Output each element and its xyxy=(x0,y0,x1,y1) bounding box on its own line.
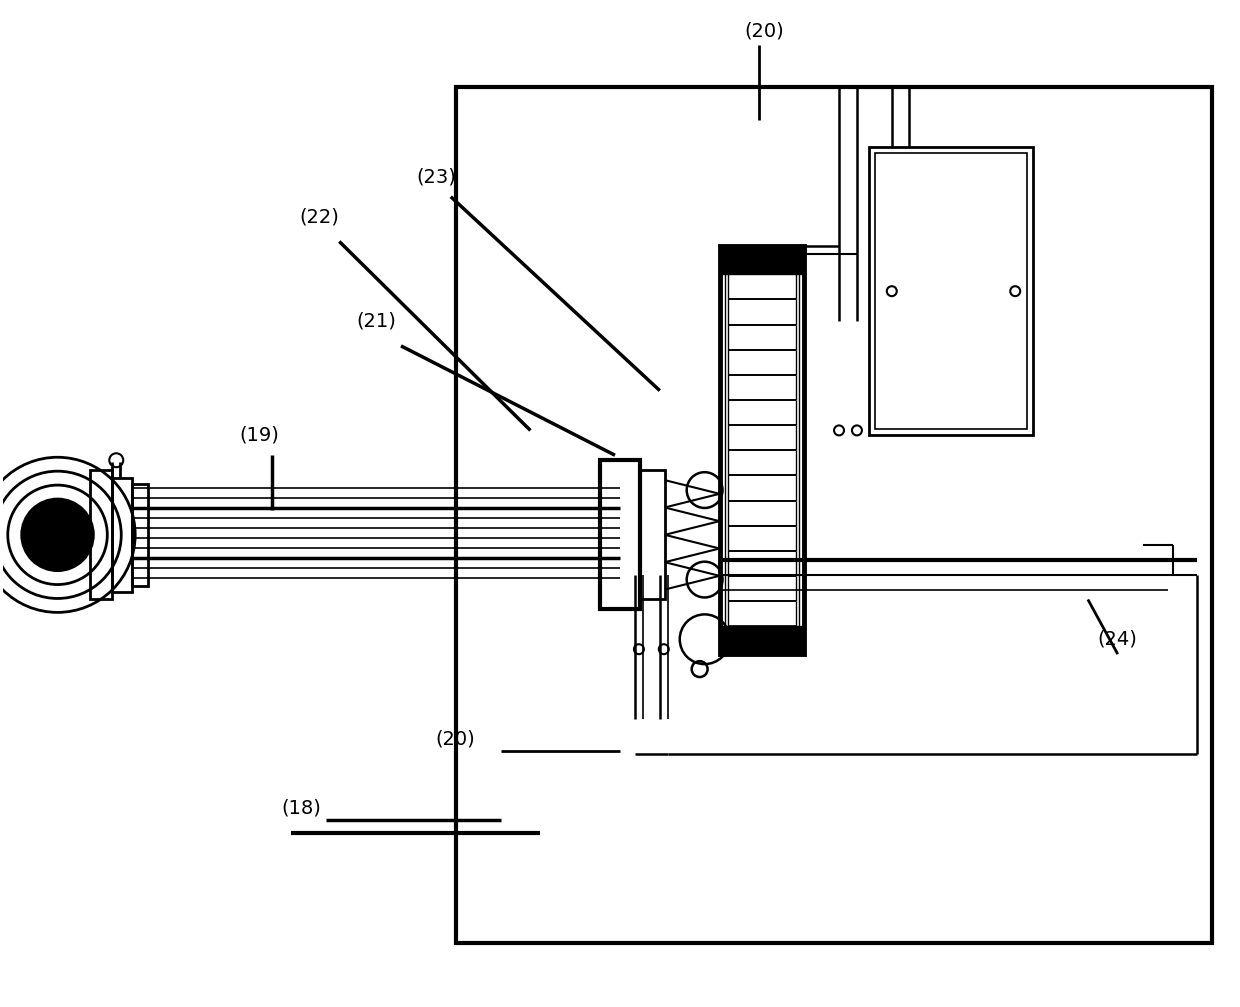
Bar xyxy=(113,478,133,591)
Ellipse shape xyxy=(634,644,644,655)
Bar xyxy=(133,484,148,585)
Text: (18): (18) xyxy=(281,799,321,818)
Bar xyxy=(600,460,640,609)
Bar xyxy=(640,470,665,599)
Ellipse shape xyxy=(1011,286,1021,296)
Bar xyxy=(724,249,800,653)
Ellipse shape xyxy=(21,499,93,571)
Text: (20): (20) xyxy=(435,729,476,748)
Bar xyxy=(719,247,805,655)
Text: (24): (24) xyxy=(1097,629,1138,649)
Bar xyxy=(875,153,1027,429)
Text: (23): (23) xyxy=(415,167,456,186)
Bar xyxy=(869,147,1033,435)
Bar xyxy=(719,247,805,274)
Bar xyxy=(91,470,113,599)
Bar xyxy=(456,88,1213,943)
Text: (20): (20) xyxy=(744,21,784,40)
Text: (19): (19) xyxy=(239,426,279,445)
Ellipse shape xyxy=(835,425,844,435)
Ellipse shape xyxy=(852,425,862,435)
Bar xyxy=(719,626,805,655)
Text: (21): (21) xyxy=(356,311,396,330)
Text: (22): (22) xyxy=(299,207,340,227)
Ellipse shape xyxy=(887,286,897,296)
Ellipse shape xyxy=(658,644,668,655)
